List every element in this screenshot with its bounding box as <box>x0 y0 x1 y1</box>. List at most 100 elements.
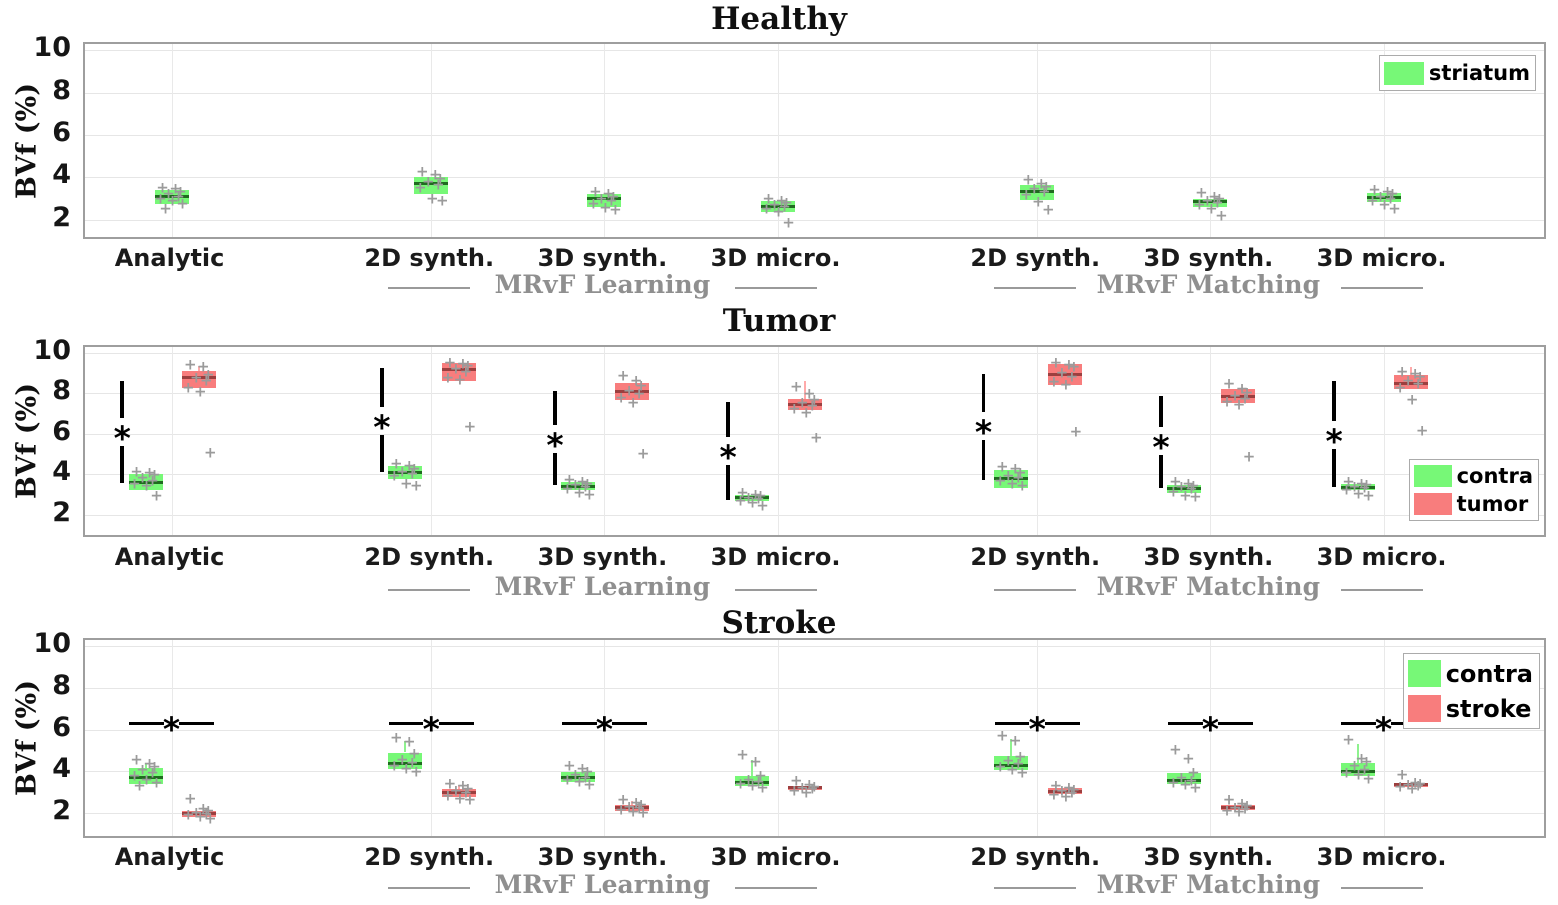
box-striatum-analytic-0 <box>154 190 189 204</box>
data-point: + <box>749 752 762 771</box>
y-tick-label: 8 <box>52 375 71 407</box>
x-tick-label-3d-micro-3: 3D micro. <box>710 843 841 871</box>
group-label-mrvf-matching: MRvF Matching <box>1096 870 1321 899</box>
data-point: + <box>1408 773 1422 792</box>
data-point: + <box>196 799 210 818</box>
data-point: + <box>130 750 143 769</box>
group-label-mrvf-learning: MRvF Learning <box>494 270 711 299</box>
data-point: + <box>1059 375 1073 394</box>
gridline-vertical <box>1383 44 1385 237</box>
data-point: + <box>636 444 650 463</box>
y-tick-label: 6 <box>52 117 71 149</box>
legend-swatch-stroke <box>1407 695 1441 722</box>
median-line <box>561 484 596 488</box>
data-point: + <box>1039 177 1053 196</box>
data-point: + <box>1415 421 1429 440</box>
data-point: + <box>1041 200 1055 219</box>
data-point: + <box>1366 191 1379 210</box>
data-point: + <box>1401 371 1415 390</box>
data-point: + <box>449 781 463 800</box>
box-contra-2d-synth-1 <box>388 466 423 480</box>
data-point: + <box>614 388 628 407</box>
data-point: + <box>1059 787 1073 806</box>
box-tumor-2d-synth-4 <box>1047 364 1082 386</box>
median-line <box>441 790 476 794</box>
median-line <box>615 389 650 393</box>
median-line <box>994 476 1029 480</box>
box-striatum-3d-synth-5 <box>1193 198 1228 208</box>
data-point: + <box>626 393 640 412</box>
data-point: + <box>1362 486 1375 505</box>
whisker <box>1410 367 1413 376</box>
median-line <box>1366 196 1401 200</box>
box-contra-3d-micro-3 <box>734 494 769 501</box>
data-point: + <box>756 496 769 515</box>
x-tick-label-3d-synth-2: 3D synth. <box>537 843 668 871</box>
data-point: + <box>1019 185 1033 204</box>
data-point: + <box>1179 775 1192 794</box>
x-tick-label-2d-synth-4: 2D synth. <box>970 843 1101 871</box>
gridline-horizontal <box>85 514 1544 516</box>
data-point: + <box>1355 749 1368 768</box>
data-point: + <box>133 776 146 795</box>
data-point: + <box>1179 486 1192 505</box>
median-line <box>1047 372 1082 376</box>
data-point: + <box>1005 760 1019 779</box>
group-bracket-line <box>1340 287 1423 289</box>
box-tumor-3d-micro-3 <box>788 398 823 410</box>
panel-title-healthy: Healthy <box>711 1 847 37</box>
data-point: + <box>1047 372 1061 391</box>
data-point: + <box>162 184 175 203</box>
box-striatum-2d-synth-1 <box>414 177 449 195</box>
data-point: + <box>1047 785 1061 804</box>
x-tick-label-analytic-0: Analytic <box>114 543 225 571</box>
data-point: + <box>1240 383 1254 402</box>
data-point: + <box>388 466 401 485</box>
y-tick-label: 8 <box>52 74 71 106</box>
data-point: + <box>805 396 819 415</box>
gridline-vertical <box>431 44 433 237</box>
legend-label: contra <box>1445 659 1533 688</box>
data-point: + <box>172 187 185 206</box>
data-point: + <box>1049 776 1063 795</box>
data-point: + <box>1015 476 1029 495</box>
data-point: + <box>634 795 648 814</box>
legend-swatch-tumor <box>1413 493 1452 515</box>
legend-item: contra <box>1413 462 1533 490</box>
gridline-vertical <box>171 44 173 237</box>
gridline-vertical <box>1037 640 1039 836</box>
data-point: + <box>1395 765 1409 784</box>
box-contra-2d-synth-1 <box>388 752 423 770</box>
data-point: + <box>453 789 467 808</box>
data-point: + <box>459 783 473 802</box>
significance-line <box>1159 395 1163 427</box>
whisker <box>1010 738 1013 756</box>
legend-label: stroke <box>1445 694 1532 723</box>
data-point: + <box>1386 184 1399 203</box>
data-point: + <box>1401 775 1415 794</box>
data-point: + <box>1228 798 1242 817</box>
data-point: + <box>1055 781 1069 800</box>
median-line <box>1221 395 1256 398</box>
box-stroke-2d-synth-1 <box>441 788 476 798</box>
gridline-vertical <box>604 347 606 535</box>
legend-swatch-contra <box>1407 660 1441 687</box>
data-point: + <box>579 477 592 496</box>
median-line <box>1394 783 1429 787</box>
data-point: + <box>421 172 435 191</box>
gridline-horizontal <box>85 474 1544 476</box>
data-point: + <box>605 191 618 210</box>
significance-line <box>1218 721 1253 725</box>
box-striatum-3d-synth-2 <box>587 194 622 208</box>
x-tick-label-2d-synth-4: 2D synth. <box>970 244 1101 272</box>
data-point: + <box>573 483 586 502</box>
data-point: + <box>1185 479 1198 498</box>
significance-asterisk: * <box>1325 421 1343 461</box>
stroke-plot-area: + + + + + + + + + + + + + + + + + + + + + + + + + + + + + + + + + + + + + + + +… <box>83 638 1546 838</box>
data-point: + <box>1201 191 1214 210</box>
data-point: + <box>408 459 421 478</box>
box-contra-3d-synth-2 <box>561 482 596 491</box>
data-point: + <box>136 760 149 779</box>
data-point: + <box>742 488 755 507</box>
